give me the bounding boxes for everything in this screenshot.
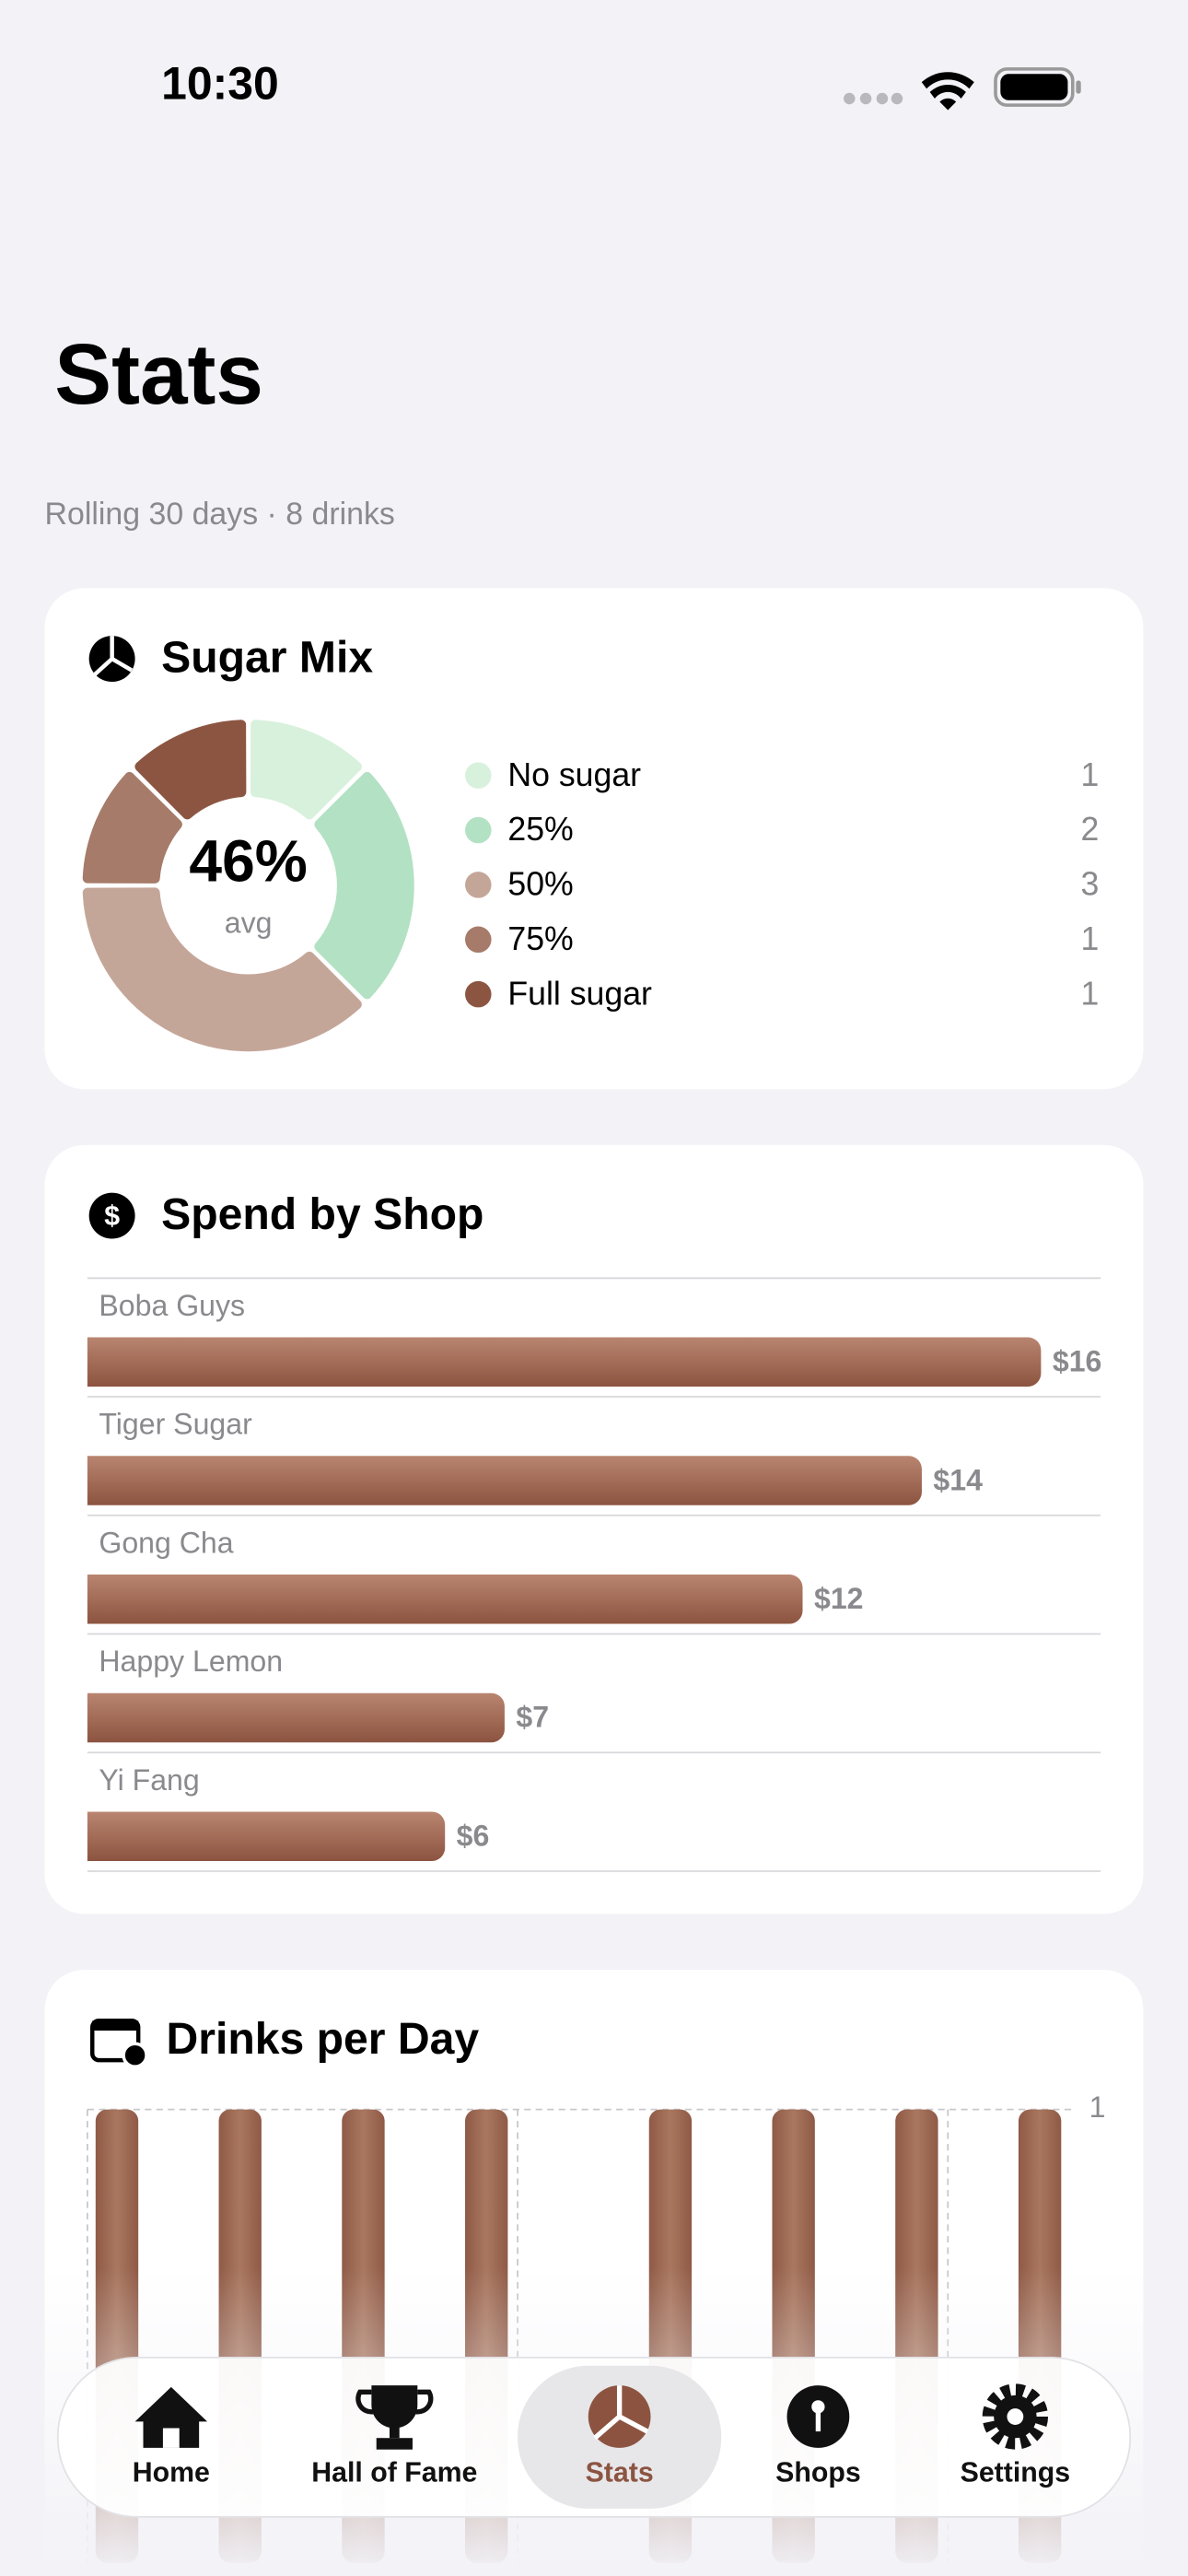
tab-item[interactable]: Settings xyxy=(961,2457,1071,2488)
spend-value-label: $14 xyxy=(933,1463,983,1496)
tab-item[interactable]: Stats xyxy=(586,2457,654,2488)
pie-icon xyxy=(88,636,135,683)
spend-value-label: $6 xyxy=(457,1819,490,1852)
tab-label[interactable]: Settings xyxy=(961,2457,1071,2488)
shop-name: Happy Lemon xyxy=(99,1645,283,1678)
legend-label: Full sugar xyxy=(507,975,652,1012)
calendar-icon xyxy=(90,2019,148,2069)
donut-segment xyxy=(82,771,182,884)
shop-name: Tiger Sugar xyxy=(99,1408,252,1441)
tab-label[interactable]: Shops xyxy=(775,2457,861,2488)
page-title: Stats xyxy=(54,326,263,422)
legend-count: 1 xyxy=(1080,756,1099,793)
settings-icon xyxy=(982,2383,1049,2450)
battery-icon xyxy=(994,67,1081,107)
tab-item[interactable]: Hall of Fame xyxy=(311,2457,477,2488)
card-title: Drinks per Day xyxy=(166,2014,479,2064)
spend-bar xyxy=(87,1574,803,1624)
legend-count: 1 xyxy=(1080,975,1099,1012)
spend-bar xyxy=(87,1456,922,1505)
signal-icon xyxy=(844,92,903,105)
spend-value-label: $7 xyxy=(516,1701,549,1734)
donut-segment xyxy=(250,720,362,820)
legend-swatch xyxy=(465,816,492,844)
legend-swatch xyxy=(465,762,492,789)
shops-icon xyxy=(786,2385,850,2448)
shop-name: Gong Cha xyxy=(99,1526,233,1559)
spend-bar xyxy=(87,1337,1042,1387)
svg-text:$: $ xyxy=(104,1200,120,1231)
donut-center-value: 46% xyxy=(189,828,307,895)
donut-segment xyxy=(134,720,247,820)
donut-segment xyxy=(314,771,414,1000)
trophy-icon xyxy=(355,2385,434,2450)
spend-bar xyxy=(87,1692,505,1743)
spend-value-label: $16 xyxy=(1053,1345,1102,1378)
legend-swatch xyxy=(465,980,492,1008)
donut-segment xyxy=(82,887,362,1052)
legend-label: No sugar xyxy=(507,756,641,793)
legend-swatch xyxy=(465,872,492,898)
tab-label[interactable]: Home xyxy=(133,2457,210,2488)
y-tick-label: 1 xyxy=(1089,2090,1106,2124)
page-subtitle: Rolling 30 days · 8 drinks xyxy=(45,497,395,532)
tab-label[interactable]: Hall of Fame xyxy=(311,2457,477,2488)
tab-label[interactable]: Stats xyxy=(586,2457,654,2488)
legend-count: 2 xyxy=(1080,811,1099,848)
spend-bar xyxy=(87,1811,446,1861)
legend-label: 25% xyxy=(507,811,573,848)
legend-count: 3 xyxy=(1080,866,1099,903)
stats-icon xyxy=(588,2385,651,2448)
spend-value-label: $12 xyxy=(814,1582,864,1615)
legend-label: 50% xyxy=(507,866,573,903)
status-time: 10:30 xyxy=(161,58,279,110)
card-title: Sugar Mix xyxy=(161,633,373,683)
shop-name: Boba Guys xyxy=(99,1289,245,1322)
legend-swatch xyxy=(465,926,492,954)
donut-center-label: avg xyxy=(225,906,273,939)
legend-count: 1 xyxy=(1080,920,1099,957)
tab-item[interactable]: Home xyxy=(133,2457,210,2488)
shop-name: Yi Fang xyxy=(99,1763,199,1797)
card-title: Spend by Shop xyxy=(161,1189,483,1239)
dollar-icon: $ xyxy=(88,1192,135,1239)
tab-item[interactable]: Shops xyxy=(775,2457,861,2488)
wifi-icon xyxy=(921,72,974,111)
home-icon xyxy=(134,2386,208,2448)
legend-label: 75% xyxy=(507,920,573,957)
